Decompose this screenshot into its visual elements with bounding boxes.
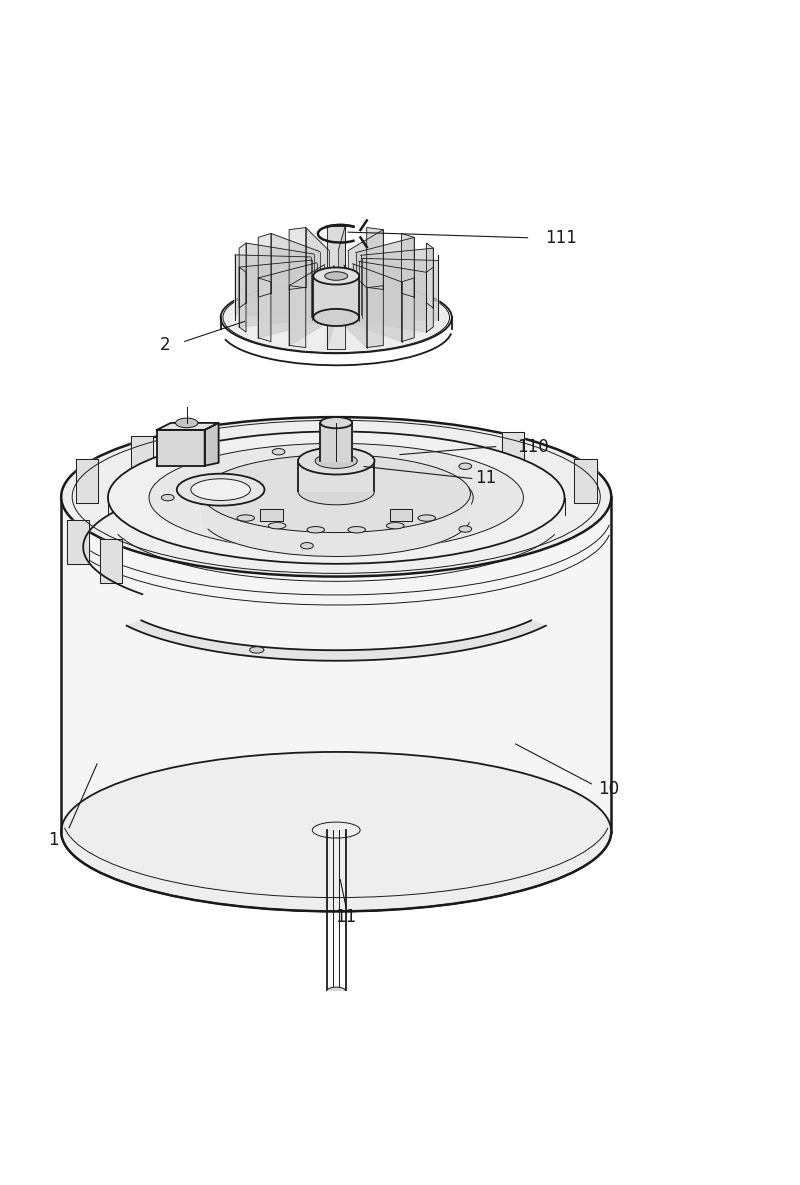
Polygon shape [366,228,383,289]
Polygon shape [271,233,320,312]
Polygon shape [205,423,218,466]
Ellipse shape [221,282,452,353]
Polygon shape [289,286,306,347]
Ellipse shape [237,514,254,521]
Polygon shape [306,228,329,310]
Ellipse shape [314,309,359,326]
Polygon shape [426,243,434,308]
Ellipse shape [250,647,264,653]
Polygon shape [235,255,311,316]
Polygon shape [402,233,414,297]
Polygon shape [100,538,122,583]
Ellipse shape [149,443,523,552]
Ellipse shape [177,474,265,506]
Polygon shape [390,508,412,520]
Text: 10: 10 [598,781,619,799]
Polygon shape [338,226,345,309]
Ellipse shape [108,431,565,564]
Polygon shape [258,233,271,297]
Ellipse shape [314,268,359,284]
Ellipse shape [386,523,404,529]
Ellipse shape [315,454,358,468]
Polygon shape [239,267,246,332]
Polygon shape [202,494,470,557]
Ellipse shape [61,752,611,911]
Polygon shape [246,243,314,314]
Polygon shape [157,430,205,466]
Text: 11: 11 [475,469,497,487]
Ellipse shape [223,282,450,353]
Ellipse shape [61,417,611,577]
Polygon shape [366,286,383,347]
Polygon shape [289,228,306,289]
Ellipse shape [175,418,198,428]
Polygon shape [502,431,524,476]
Polygon shape [260,508,282,520]
Polygon shape [126,621,546,661]
Polygon shape [61,497,611,911]
Ellipse shape [199,457,473,537]
Polygon shape [298,461,374,492]
Polygon shape [327,226,345,286]
Text: 11: 11 [335,908,357,925]
Polygon shape [361,248,434,315]
Ellipse shape [301,543,314,549]
Ellipse shape [459,463,472,469]
Ellipse shape [418,514,435,521]
Ellipse shape [202,455,470,532]
Ellipse shape [298,478,374,505]
Polygon shape [359,262,426,332]
Polygon shape [76,459,98,504]
Polygon shape [353,264,402,341]
Polygon shape [157,423,218,430]
Ellipse shape [191,479,250,500]
Ellipse shape [268,523,286,529]
Ellipse shape [320,417,352,428]
Polygon shape [362,258,438,320]
Polygon shape [130,436,153,481]
Text: 2: 2 [159,337,170,354]
Polygon shape [258,263,317,338]
Polygon shape [66,520,89,564]
Ellipse shape [325,271,348,281]
Polygon shape [327,265,334,348]
Text: 110: 110 [517,437,549,455]
Text: 111: 111 [545,229,577,246]
Ellipse shape [326,987,346,995]
Polygon shape [356,237,414,313]
Polygon shape [320,423,352,461]
Ellipse shape [307,526,325,533]
Ellipse shape [298,448,374,474]
Text: 1: 1 [48,831,58,848]
Ellipse shape [459,526,472,532]
Polygon shape [344,265,366,347]
Ellipse shape [162,494,174,501]
Polygon shape [258,278,271,341]
Polygon shape [239,243,246,308]
Polygon shape [314,276,359,318]
Polygon shape [348,230,383,310]
Polygon shape [289,264,325,346]
Ellipse shape [348,526,366,533]
Polygon shape [426,267,434,332]
Polygon shape [327,289,345,348]
Polygon shape [239,260,312,327]
Polygon shape [402,278,414,341]
Polygon shape [574,459,597,504]
Ellipse shape [272,449,285,455]
